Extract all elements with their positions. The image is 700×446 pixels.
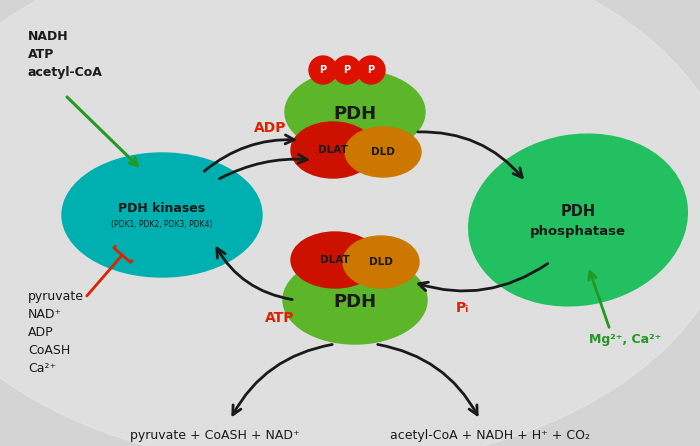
Circle shape: [333, 56, 361, 84]
Text: ADP: ADP: [253, 121, 286, 135]
Text: NADH
ATP
acetyl-CoA: NADH ATP acetyl-CoA: [28, 30, 103, 79]
Ellipse shape: [343, 236, 419, 288]
Text: DLAT: DLAT: [320, 255, 350, 265]
Text: DLD: DLD: [371, 147, 395, 157]
Text: P: P: [368, 65, 374, 75]
Text: P: P: [319, 65, 327, 75]
Ellipse shape: [291, 122, 375, 178]
Text: PDH: PDH: [561, 205, 596, 219]
Text: acetyl-CoA + NADH + H⁺ + CO₂: acetyl-CoA + NADH + H⁺ + CO₂: [390, 429, 590, 442]
Text: Mg²⁺, Ca²⁺: Mg²⁺, Ca²⁺: [589, 334, 661, 347]
Text: PDH kinases: PDH kinases: [118, 202, 206, 215]
Circle shape: [357, 56, 385, 84]
Ellipse shape: [283, 256, 427, 344]
Text: P: P: [344, 65, 351, 75]
Text: pyruvate + CoASH + NAD⁺: pyruvate + CoASH + NAD⁺: [130, 429, 300, 442]
Text: phosphatase: phosphatase: [530, 226, 626, 239]
Ellipse shape: [62, 153, 262, 277]
Ellipse shape: [345, 127, 421, 177]
Text: pyruvate
NAD⁺
ADP
CoASH
Ca²⁺: pyruvate NAD⁺ ADP CoASH Ca²⁺: [28, 290, 84, 375]
Text: ATP: ATP: [265, 311, 295, 325]
Ellipse shape: [291, 232, 379, 288]
Ellipse shape: [469, 134, 687, 306]
Text: PDH: PDH: [333, 293, 377, 311]
Text: (PDK1, PDK2, PDK3, PDK4): (PDK1, PDK2, PDK3, PDK4): [111, 220, 213, 230]
Ellipse shape: [285, 70, 425, 154]
Circle shape: [309, 56, 337, 84]
Text: DLD: DLD: [369, 257, 393, 267]
Text: Pᵢ: Pᵢ: [455, 301, 469, 315]
Text: PDH: PDH: [333, 105, 377, 123]
Text: DLAT: DLAT: [318, 145, 348, 155]
